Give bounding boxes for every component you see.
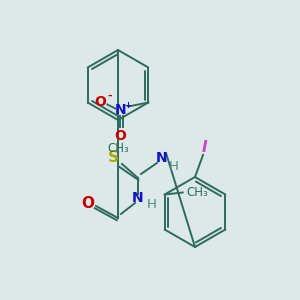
Text: +: + bbox=[124, 101, 131, 110]
Text: H: H bbox=[169, 160, 179, 172]
Text: O: O bbox=[94, 95, 106, 110]
Text: -: - bbox=[107, 91, 112, 100]
Text: CH₃: CH₃ bbox=[107, 142, 129, 155]
Text: N: N bbox=[115, 103, 126, 118]
Text: I: I bbox=[201, 140, 207, 154]
Text: O: O bbox=[82, 196, 94, 211]
Text: N: N bbox=[132, 191, 144, 205]
Text: CH₃: CH₃ bbox=[187, 186, 208, 199]
Text: O: O bbox=[114, 128, 126, 142]
Text: S: S bbox=[107, 149, 118, 164]
Text: H: H bbox=[147, 197, 157, 211]
Text: N: N bbox=[156, 151, 168, 165]
